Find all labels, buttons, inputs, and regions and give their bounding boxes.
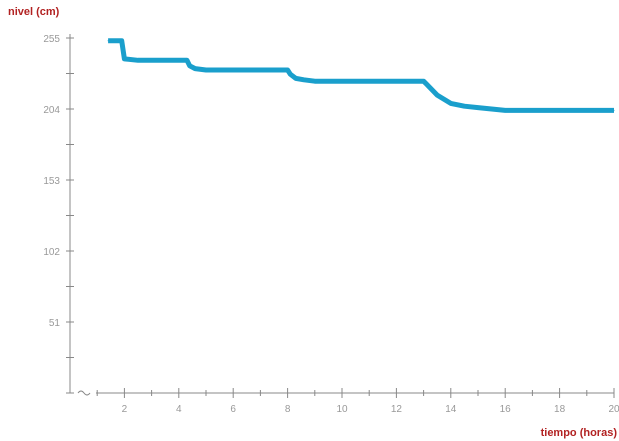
x-tick-label: 2: [122, 404, 128, 415]
data-point: [559, 109, 561, 111]
data-point: [287, 69, 289, 71]
axis-break-mark: [77, 390, 91, 396]
x-tick-label: 16: [500, 404, 512, 415]
data-point: [107, 40, 109, 42]
data-point: [382, 80, 384, 82]
y-tick-label: 255: [43, 34, 60, 45]
y-tick-label: 153: [43, 176, 60, 187]
x-tick-label: 10: [336, 404, 348, 415]
data-point: [246, 69, 248, 71]
data-point: [450, 102, 452, 104]
data-point: [327, 80, 329, 82]
data-point: [613, 109, 615, 111]
data-point: [178, 59, 180, 61]
x-tick-label: 6: [230, 404, 236, 415]
x-tick-label: 4: [176, 404, 182, 415]
data-point: [273, 69, 275, 71]
data-point: [314, 80, 316, 82]
y-tick-label: 102: [43, 247, 60, 258]
data-point: [477, 107, 479, 109]
data-point: [491, 108, 493, 110]
data-point: [341, 80, 343, 82]
y-axis-label: nivel (cm): [8, 6, 60, 18]
data-point: [355, 80, 357, 82]
data-point: [189, 65, 191, 67]
y-tick-label: 51: [49, 318, 61, 329]
data-point: [137, 59, 139, 61]
y-axis: 255 204 153 102 51: [43, 34, 74, 394]
data-point: [395, 80, 397, 82]
x-tick-label: 12: [391, 404, 403, 415]
x-tick-label: 20: [608, 404, 619, 415]
data-point: [295, 77, 297, 79]
data-point: [194, 68, 196, 70]
data-point: [586, 109, 588, 111]
data-point: [425, 83, 427, 85]
data-point: [164, 59, 166, 61]
data-point: [219, 69, 221, 71]
x-axis: 2 4 6 8 10 12 14 16 18 20: [77, 388, 619, 415]
data-point: [409, 80, 411, 82]
data-point: [123, 58, 125, 60]
data-point: [151, 59, 153, 61]
data-point: [259, 69, 261, 71]
x-axis-label: tiempo (horas): [540, 427, 617, 439]
data-point: [303, 79, 305, 81]
data-point: [186, 59, 188, 61]
x-tick-label: 14: [445, 404, 457, 415]
data-point: [423, 80, 425, 82]
data-point: [436, 94, 438, 96]
data-point: [368, 80, 370, 82]
data-point: [463, 105, 465, 107]
data-point: [289, 73, 291, 75]
data-point: [121, 40, 123, 42]
series-group: [107, 38, 615, 113]
x-tick-label: 18: [554, 404, 566, 415]
data-point: [232, 69, 234, 71]
data-point: [205, 69, 207, 71]
x-tick-label: 8: [285, 404, 291, 415]
series-line: [108, 38, 614, 113]
y-tick-label: 204: [43, 105, 60, 116]
data-point: [531, 109, 533, 111]
data-point: [504, 109, 506, 111]
